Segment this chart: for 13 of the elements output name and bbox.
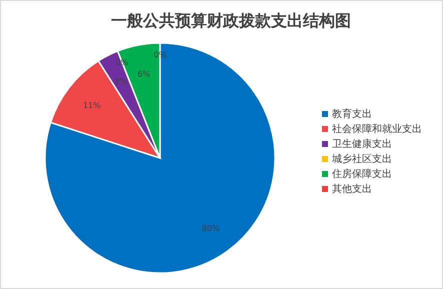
data-label: 80% xyxy=(202,224,220,233)
legend-label: 社会保障和就业支出 xyxy=(332,123,422,135)
legend-label: 卫生健康支出 xyxy=(332,138,392,150)
data-label: 6% xyxy=(137,69,151,78)
data-label: 11% xyxy=(82,101,102,110)
legend-label: 其他支出 xyxy=(332,183,372,195)
text: 0% xyxy=(116,58,128,67)
text: 0% xyxy=(154,50,166,60)
legend-label: 教育支出 xyxy=(332,108,372,120)
data-label: 3% xyxy=(114,77,128,86)
legend-label: 城乡社区支出 xyxy=(331,153,392,165)
chart-title: 一般公共预算财政拨款支出结构图 xyxy=(111,11,351,30)
legend-label: 住房保障支出 xyxy=(332,168,392,180)
